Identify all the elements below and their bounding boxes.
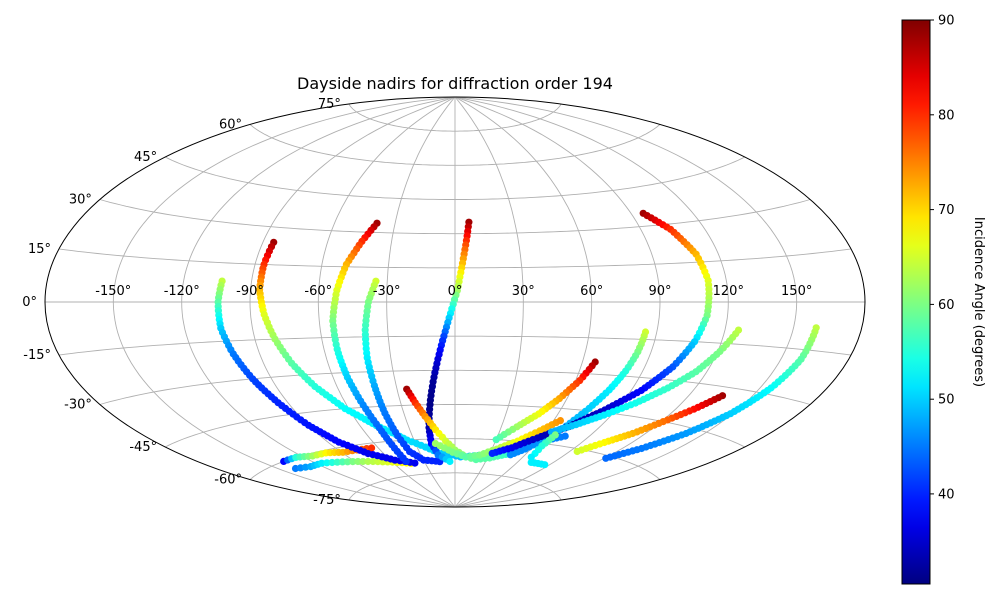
colorbar-gradient [901,19,931,585]
parallel-line [249,124,661,166]
x-tick-label: -150° [95,284,131,299]
data-point [446,457,454,466]
data-point [602,454,610,462]
y-tick-label: 75° [318,97,341,112]
data-point [561,432,569,440]
x-tick-label: -120° [164,284,200,299]
data-point [318,459,326,467]
x-tick-label: -60° [304,284,332,299]
x-tick-label: 90° [648,284,671,299]
y-tick-label: 30° [69,193,92,208]
colorbar-tick-label: 90 [938,14,955,29]
data-point [359,457,367,466]
y-tick-label: -15° [23,348,51,363]
parallel-line [58,335,852,356]
colorbar-tick-labels: 40 50 60 70 80 90 [930,14,955,502]
data-point [556,417,565,425]
data-point [573,447,581,456]
longitude-tick-labels: -150° -120° -90° -60° -30° 0° 30° 60° 90° 120° 150… [95,284,812,299]
data-point [368,444,376,452]
colorbar-tick-label: 80 [938,108,955,123]
x-tick-label: 60° [580,284,603,299]
y-tick-label: 60° [219,118,242,133]
parallel-line [348,472,562,501]
y-tick-label: 45° [134,150,157,165]
data-point [349,458,357,466]
y-tick-label: 0° [22,295,37,310]
latitude-tick-labels: 75° 60° 45° 30° 15° 0° -15° -30° -45° -60° -75° [22,97,341,508]
colorbar-tick-label: 70 [938,203,955,218]
plot-area: -150° -120° -90° -60° -30° 0° 30° 60° 90° 120° 150… [22,96,866,508]
data-point [364,457,372,466]
x-tick-label: 120° [713,284,744,299]
map-outline [44,96,866,508]
colorbar-tick-label: 40 [938,487,955,502]
parallel-line [348,103,562,132]
colorbar: 40 50 60 70 80 90 Incidence Angle (degrees) [901,14,986,585]
x-tick-label: 0° [448,284,463,299]
data-point [506,451,514,459]
x-tick-label: 150° [781,284,812,299]
colorbar-label: Incidence Angle (degrees) [971,217,986,387]
data-point [333,458,341,466]
data-point [338,458,347,466]
parallel-line [99,199,811,235]
data-point [492,436,500,444]
colorbar-tick-label: 50 [938,393,955,408]
data-point [527,453,535,461]
parallel-line [164,156,746,200]
parallel-line [99,369,811,405]
data-point [541,461,549,469]
data-point [328,458,336,467]
x-tick-label: -30° [373,284,401,299]
y-tick-label: -30° [64,398,92,413]
data-point [411,459,419,467]
x-tick-label: -90° [236,284,264,299]
chart-title: Dayside nadirs for diffraction order 194 [297,74,613,93]
y-tick-label: -60° [214,473,242,488]
y-tick-label: -75° [313,493,341,508]
y-tick-label: -45° [129,440,157,455]
parallel-line [58,248,852,269]
data-points [214,209,820,473]
data-point [488,449,496,457]
colorbar-tick-label: 60 [938,298,955,313]
data-point [354,457,362,466]
x-tick-label: 30° [512,284,535,299]
data-point [402,457,410,465]
y-tick-label: 15° [28,242,51,257]
data-point [323,459,331,467]
data-point [344,458,352,466]
